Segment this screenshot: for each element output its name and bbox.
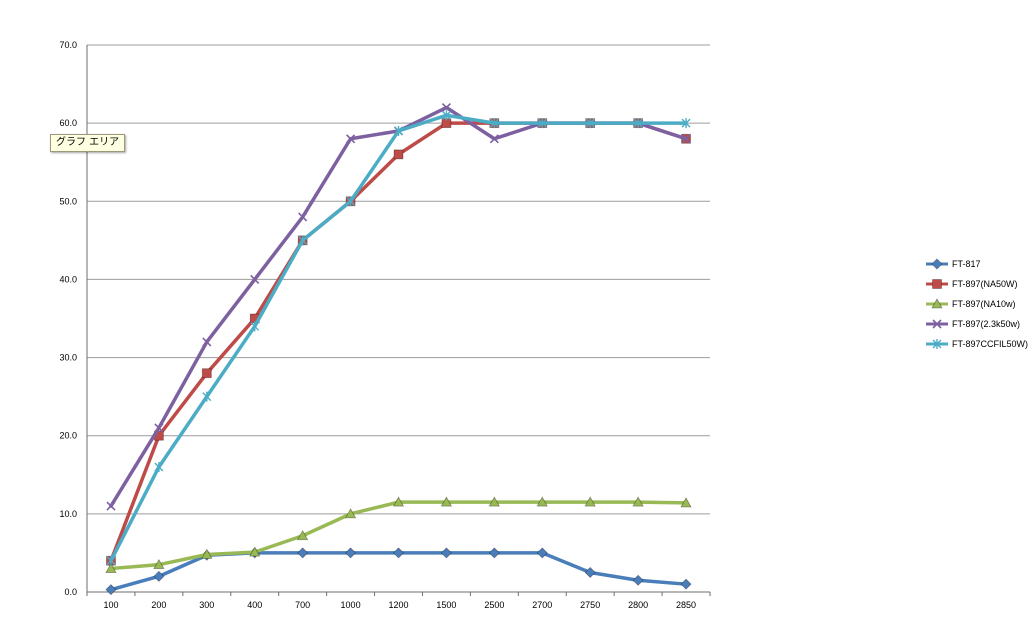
data-point	[201, 368, 212, 379]
legend-item: FT-817	[926, 258, 981, 270]
data-point	[584, 496, 596, 507]
data-point	[153, 570, 165, 582]
y-tick-label: 40.0	[59, 274, 77, 284]
data-point	[441, 102, 451, 113]
data-point	[488, 496, 501, 507]
data-point	[392, 496, 405, 507]
series-1	[105, 547, 692, 596]
data-point	[298, 212, 308, 222]
x-tick-label: 2750	[580, 600, 600, 610]
gridlines	[87, 44, 710, 515]
legend-item: FT-897CCFIL50W)	[926, 339, 1028, 349]
x-tick-label: 1500	[436, 600, 456, 610]
data-point	[488, 547, 500, 559]
x-tick-label: 400	[247, 600, 262, 610]
x-tick-label: 200	[151, 600, 166, 610]
y-tick-label: 10.0	[59, 509, 77, 519]
legend-label: FT-897(NA10w)	[952, 299, 1016, 309]
series-line	[109, 105, 688, 508]
data-point	[440, 547, 452, 559]
data-point	[489, 134, 499, 144]
x-tick-label: 2800	[628, 600, 648, 610]
data-point	[585, 118, 595, 129]
data-point	[931, 258, 943, 270]
data-point	[441, 110, 451, 121]
x-tick-label: 100	[103, 600, 118, 610]
axes: 0.0 10.0 20.0 30.0 40.0 50.0 60.0 70.0 100 200 300…	[59, 40, 711, 610]
data-point	[250, 321, 260, 332]
data-point	[344, 508, 357, 519]
x-tick-label: 700	[295, 600, 310, 610]
data-point	[680, 578, 692, 590]
data-point	[346, 134, 356, 144]
x-tick-label: 1200	[388, 600, 408, 610]
series-line	[109, 113, 688, 563]
data-point	[633, 118, 643, 129]
data-point	[931, 298, 943, 309]
data-point	[681, 134, 691, 144]
data-point	[154, 461, 164, 472]
legend-item: FT-897(2.3k50w)	[926, 319, 1020, 329]
series-4	[106, 102, 691, 511]
legend-label: FT-817	[952, 259, 981, 269]
y-tick-label: 70.0	[59, 40, 77, 50]
series-5	[106, 110, 691, 566]
data-point	[106, 555, 116, 566]
legend-item: FT-897(NA10w)	[926, 298, 1016, 309]
data-point	[346, 196, 356, 207]
data-point	[680, 497, 692, 508]
data-point	[296, 529, 309, 541]
y-tick-label: 50.0	[59, 196, 77, 206]
data-point	[536, 547, 548, 559]
data-point	[297, 547, 309, 559]
x-tick-label: 2700	[532, 600, 552, 610]
x-tick-label: 2850	[676, 600, 696, 610]
x-tick-label: 1000	[341, 600, 361, 610]
data-point	[394, 125, 403, 136]
data-point	[932, 319, 942, 329]
legend-label: FT-897(NA50W)	[952, 279, 1018, 289]
data-point	[345, 547, 357, 559]
chart-area-tooltip: グラフ エリア	[50, 134, 126, 152]
data-point	[440, 496, 453, 507]
data-point	[154, 423, 164, 433]
x-tick-label: 2500	[484, 600, 504, 610]
x-tick-label: 300	[199, 600, 214, 610]
data-point	[392, 547, 405, 559]
data-point	[250, 274, 260, 284]
data-point	[536, 496, 548, 507]
data-point	[584, 566, 596, 579]
data-point	[153, 558, 165, 570]
data-point	[106, 501, 116, 511]
data-point	[632, 496, 644, 507]
data-point	[681, 118, 691, 129]
y-tick-label: 0.0	[64, 587, 77, 597]
data-point	[249, 546, 261, 557]
data-point	[393, 149, 404, 160]
plot-area[interactable]	[105, 102, 692, 596]
data-point	[632, 574, 644, 586]
data-point	[298, 235, 308, 246]
y-tick-label: 60.0	[59, 118, 77, 128]
data-point	[105, 562, 117, 573]
data-point	[201, 548, 213, 559]
data-point	[932, 339, 942, 349]
data-point	[537, 118, 547, 129]
data-point	[202, 391, 212, 402]
legend-item: FT-897(NA50W)	[926, 279, 1018, 289]
data-point	[932, 279, 942, 289]
y-tick-label: 20.0	[59, 431, 77, 441]
series-line	[109, 121, 688, 563]
series-3	[105, 496, 692, 573]
legend-label: FT-897(2.3k50w)	[952, 319, 1020, 329]
y-tick-label: 30.0	[59, 353, 77, 363]
data-point	[105, 584, 117, 596]
legend-label: FT-897CCFIL50W)	[952, 339, 1028, 349]
data-point	[202, 337, 212, 347]
data-point	[489, 118, 499, 129]
legend: FT-817 FT-897(NA50W) FT-897(NA10w) FT-897(2…	[926, 258, 1028, 349]
